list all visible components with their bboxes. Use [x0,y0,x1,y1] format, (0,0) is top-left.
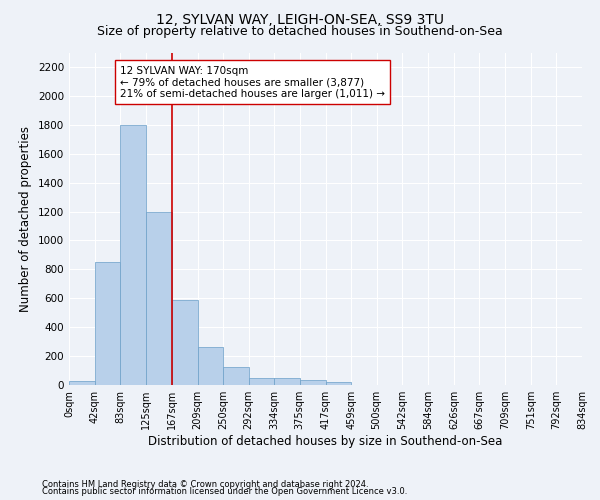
Y-axis label: Number of detached properties: Number of detached properties [19,126,32,312]
X-axis label: Distribution of detached houses by size in Southend-on-Sea: Distribution of detached houses by size … [148,435,503,448]
Bar [274,378,299,385]
Bar [120,125,146,385]
Bar [299,380,325,385]
Text: Size of property relative to detached houses in Southend-on-Sea: Size of property relative to detached ho… [97,25,503,38]
Text: 12, SYLVAN WAY, LEIGH-ON-SEA, SS9 3TU: 12, SYLVAN WAY, LEIGH-ON-SEA, SS9 3TU [156,12,444,26]
Bar [223,367,248,385]
Text: Contains public sector information licensed under the Open Government Licence v3: Contains public sector information licen… [42,487,407,496]
Bar [69,382,95,385]
Bar [146,212,172,385]
Text: Contains HM Land Registry data © Crown copyright and database right 2024.: Contains HM Land Registry data © Crown c… [42,480,368,489]
Bar [248,378,274,385]
Bar [172,300,197,385]
Bar [95,262,120,385]
Text: 12 SYLVAN WAY: 170sqm
← 79% of detached houses are smaller (3,877)
21% of semi-d: 12 SYLVAN WAY: 170sqm ← 79% of detached … [120,66,385,98]
Bar [197,348,223,385]
Bar [325,382,352,385]
